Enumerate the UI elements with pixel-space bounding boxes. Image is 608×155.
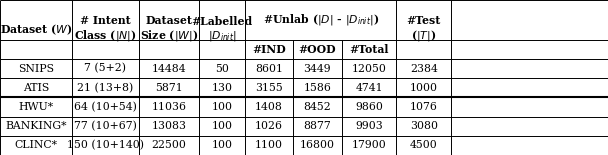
Text: #IND: #IND bbox=[252, 44, 286, 55]
Text: 130: 130 bbox=[212, 83, 233, 93]
Text: 4741: 4741 bbox=[355, 83, 383, 93]
Text: #Unlab ($|D|$ - $|D_{init}|$): #Unlab ($|D|$ - $|D_{init}|$) bbox=[263, 12, 379, 27]
Text: CLINC*: CLINC* bbox=[15, 140, 57, 150]
Text: 7 (5+2): 7 (5+2) bbox=[84, 63, 126, 74]
Text: #OOD: #OOD bbox=[299, 44, 336, 55]
Text: 14484: 14484 bbox=[152, 64, 186, 73]
Text: 4500: 4500 bbox=[410, 140, 438, 150]
Text: #Test
($|T|$): #Test ($|T|$) bbox=[407, 15, 441, 44]
Text: 9903: 9903 bbox=[355, 121, 383, 131]
Text: 3449: 3449 bbox=[303, 64, 331, 73]
Text: 100: 100 bbox=[212, 102, 233, 112]
Text: 64 (10+54): 64 (10+54) bbox=[74, 102, 137, 112]
Text: 1000: 1000 bbox=[410, 83, 438, 93]
Text: 100: 100 bbox=[212, 121, 233, 131]
Text: 1586: 1586 bbox=[303, 83, 331, 93]
Text: Dataset
Size ($|W|$): Dataset Size ($|W|$) bbox=[140, 15, 198, 44]
Text: 77 (10+67): 77 (10+67) bbox=[74, 121, 137, 131]
Text: 17900: 17900 bbox=[351, 140, 387, 150]
Text: 9860: 9860 bbox=[355, 102, 383, 112]
Text: 8877: 8877 bbox=[303, 121, 331, 131]
Text: 21 (13+8): 21 (13+8) bbox=[77, 83, 133, 93]
Text: 3080: 3080 bbox=[410, 121, 438, 131]
Text: 2384: 2384 bbox=[410, 64, 438, 73]
Text: 1408: 1408 bbox=[255, 102, 283, 112]
Text: 22500: 22500 bbox=[151, 140, 187, 150]
Text: 16800: 16800 bbox=[300, 140, 335, 150]
Text: 13083: 13083 bbox=[151, 121, 187, 131]
Text: 5871: 5871 bbox=[155, 83, 183, 93]
Text: ATIS: ATIS bbox=[22, 83, 49, 93]
Text: 150 (10+140): 150 (10+140) bbox=[67, 140, 143, 151]
Text: SNIPS: SNIPS bbox=[18, 64, 54, 73]
Text: Dataset ($W$): Dataset ($W$) bbox=[0, 22, 72, 37]
Text: 8452: 8452 bbox=[303, 102, 331, 112]
Text: 1076: 1076 bbox=[410, 102, 438, 112]
Text: BANKING*: BANKING* bbox=[5, 121, 67, 131]
Text: #Total: #Total bbox=[350, 44, 389, 55]
Text: HWU*: HWU* bbox=[18, 102, 54, 112]
Text: 12050: 12050 bbox=[351, 64, 387, 73]
Text: 11036: 11036 bbox=[151, 102, 187, 112]
Text: # Intent
Class ($|N|$): # Intent Class ($|N|$) bbox=[74, 15, 136, 44]
Text: 50: 50 bbox=[215, 64, 229, 73]
Text: 1026: 1026 bbox=[255, 121, 283, 131]
Text: 8601: 8601 bbox=[255, 64, 283, 73]
Text: #Labelled
$|D_{init}|$: #Labelled $|D_{init}|$ bbox=[192, 16, 253, 43]
Text: 1100: 1100 bbox=[255, 140, 283, 150]
Text: 3155: 3155 bbox=[255, 83, 283, 93]
Text: 100: 100 bbox=[212, 140, 233, 150]
